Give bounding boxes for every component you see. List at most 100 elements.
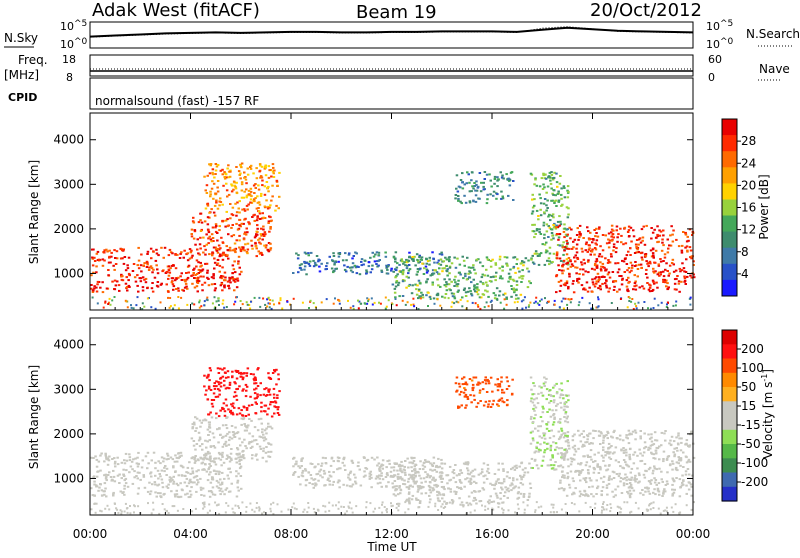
heatmap-cell xyxy=(570,298,573,301)
heatmap-cell xyxy=(545,241,548,244)
heatmap-cell xyxy=(419,500,422,503)
heatmap-cell xyxy=(461,383,465,386)
heatmap-cell xyxy=(238,453,241,456)
velocity-panel-frame xyxy=(89,317,694,516)
heatmap-cell xyxy=(647,490,650,493)
heatmap-cell xyxy=(542,174,545,177)
heatmap-cell xyxy=(223,414,227,417)
heatmap-cell xyxy=(189,251,193,254)
heatmap-cell xyxy=(187,264,191,267)
heatmap-cell xyxy=(473,288,476,291)
heatmap-cell xyxy=(411,470,414,473)
heatmap-cell xyxy=(126,511,129,514)
heatmap-cell xyxy=(640,267,643,269)
heatmap-cell xyxy=(252,373,255,376)
heatmap-cell xyxy=(566,196,570,199)
heatmap-cell xyxy=(613,471,616,474)
heatmap-cell xyxy=(249,373,253,375)
heatmap-cell xyxy=(202,457,205,460)
heatmap-cell xyxy=(642,473,646,476)
heatmap-cell xyxy=(457,406,460,409)
heatmap-cell xyxy=(394,298,397,300)
heatmap-cell xyxy=(345,270,348,273)
nsky-series-group xyxy=(89,26,694,38)
heatmap-cell xyxy=(103,482,107,485)
heatmap-cell xyxy=(364,302,367,305)
heatmap-cell xyxy=(565,239,569,242)
heatmap-cell xyxy=(549,444,553,447)
heatmap-cell xyxy=(224,488,227,491)
heatmap-cell xyxy=(119,257,123,260)
heatmap-cell xyxy=(269,510,272,513)
heatmap-cell xyxy=(189,481,193,483)
heatmap-cell xyxy=(507,490,510,493)
heatmap-cell xyxy=(367,265,371,268)
heatmap-cell xyxy=(332,255,336,257)
heatmap-cell xyxy=(122,475,126,477)
heatmap-cell xyxy=(517,491,520,494)
heatmap-cell xyxy=(515,263,518,265)
heatmap-cell xyxy=(501,507,504,510)
heatmap-cell xyxy=(368,475,371,478)
heatmap-cell xyxy=(304,484,308,487)
heatmap-cell xyxy=(332,270,335,272)
heatmap-cell xyxy=(165,474,168,476)
heatmap-cell xyxy=(320,262,323,265)
heatmap-cell xyxy=(469,290,472,293)
heatmap-cell xyxy=(477,185,480,188)
heatmap-cell xyxy=(663,488,666,491)
heatmap-cell xyxy=(125,469,128,472)
heatmap-cell xyxy=(555,254,559,257)
heatmap-cell xyxy=(349,269,353,272)
heatmap-cell xyxy=(266,248,269,251)
heatmap-cell xyxy=(682,483,685,486)
heatmap-cell xyxy=(206,269,209,272)
heatmap-cell xyxy=(516,258,519,261)
heatmap-cell xyxy=(236,481,239,484)
heatmap-cell xyxy=(395,266,399,269)
heatmap-cell xyxy=(671,462,675,465)
heatmap-cell xyxy=(475,183,478,186)
heatmap-cell xyxy=(332,252,335,255)
heatmap-cell xyxy=(101,291,105,294)
heatmap-cell xyxy=(692,456,696,459)
heatmap-cell xyxy=(586,469,590,471)
heatmap-cell xyxy=(464,295,468,297)
heatmap-cell xyxy=(240,270,243,273)
heatmap-cell xyxy=(146,451,150,454)
heatmap-cell xyxy=(554,468,558,471)
heatmap-cell xyxy=(128,286,131,288)
heatmap-cell xyxy=(651,231,655,234)
y-tick-label: 1000 xyxy=(53,471,84,485)
heatmap-cell xyxy=(245,374,248,377)
heatmap-cell xyxy=(517,297,520,300)
heatmap-cell xyxy=(509,171,513,174)
heatmap-cell xyxy=(547,257,551,260)
heatmap-cell xyxy=(533,198,536,201)
heatmap-cell xyxy=(485,301,488,304)
heatmap-cell xyxy=(263,193,267,196)
heatmap-cell xyxy=(672,478,675,481)
heatmap-cell xyxy=(247,189,251,192)
heatmap-cell xyxy=(365,506,368,509)
heatmap-cell xyxy=(192,221,196,224)
heatmap-cell xyxy=(567,207,570,210)
heatmap-cell xyxy=(613,285,616,288)
heatmap-cell xyxy=(415,253,419,256)
heatmap-cell xyxy=(203,385,206,388)
heatmap-cell xyxy=(231,507,234,510)
heatmap-cell xyxy=(685,456,688,459)
heatmap-cell xyxy=(303,265,307,268)
heatmap-cell xyxy=(658,229,661,232)
heatmap-cell xyxy=(272,176,276,178)
heatmap-cell xyxy=(501,388,504,391)
heatmap-cell xyxy=(327,477,330,480)
heatmap-cell xyxy=(652,507,655,509)
heatmap-cell xyxy=(620,492,624,494)
heatmap-cell xyxy=(531,437,535,440)
heatmap-cell xyxy=(186,287,189,290)
heatmap-cell xyxy=(479,400,482,402)
heatmap-cell xyxy=(486,198,489,201)
heatmap-cell xyxy=(187,496,191,499)
heatmap-cell xyxy=(259,251,263,254)
